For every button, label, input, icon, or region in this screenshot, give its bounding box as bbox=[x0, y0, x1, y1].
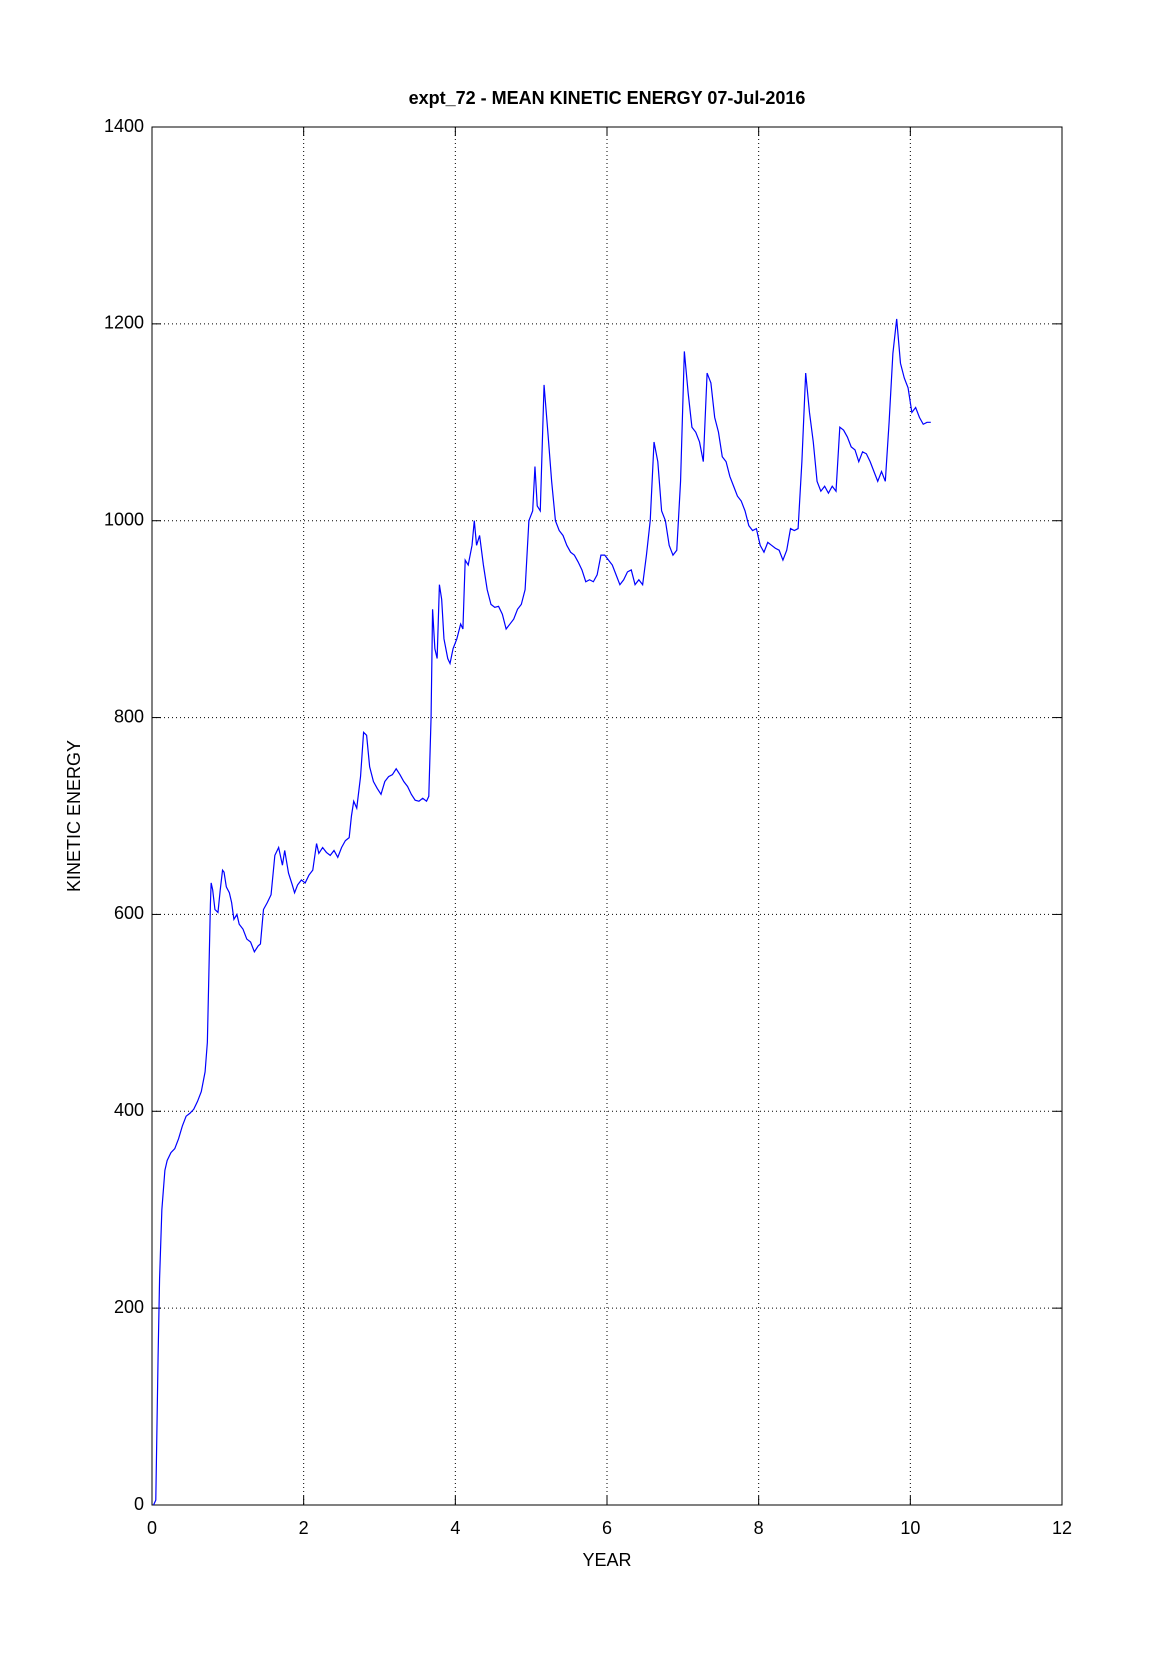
x-tick-label: 10 bbox=[900, 1518, 920, 1538]
x-tick-label: 2 bbox=[299, 1518, 309, 1538]
y-tick-label: 200 bbox=[114, 1297, 144, 1317]
y-tick-label: 600 bbox=[114, 903, 144, 923]
y-tick-label: 400 bbox=[114, 1100, 144, 1120]
y-tick-label: 1000 bbox=[104, 509, 144, 529]
x-tick-label: 4 bbox=[450, 1518, 460, 1538]
data-line bbox=[152, 318, 931, 1506]
x-tick-label: 0 bbox=[147, 1518, 157, 1538]
y-axis-label: KINETIC ENERGY bbox=[64, 740, 84, 892]
y-tick-label: 1400 bbox=[104, 116, 144, 136]
x-tick-label: 6 bbox=[602, 1518, 612, 1538]
plot-frame bbox=[151, 126, 1063, 1506]
x-tick-label: 8 bbox=[754, 1518, 764, 1538]
chart-title: expt_72 - MEAN KINETIC ENERGY 07-Jul-201… bbox=[409, 88, 806, 108]
x-tick-label: 12 bbox=[1052, 1518, 1072, 1538]
y-tick-label: 800 bbox=[114, 706, 144, 726]
y-tick-label: 1200 bbox=[104, 313, 144, 333]
x-axis-label: YEAR bbox=[582, 1550, 631, 1570]
y-tick-label: 0 bbox=[134, 1494, 144, 1514]
